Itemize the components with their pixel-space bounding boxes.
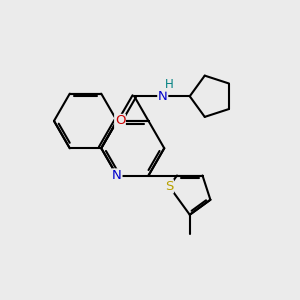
Text: N: N [158,90,168,103]
Text: H: H [165,78,174,91]
Text: N: N [112,169,122,182]
Text: S: S [165,180,173,193]
Text: O: O [115,114,125,128]
